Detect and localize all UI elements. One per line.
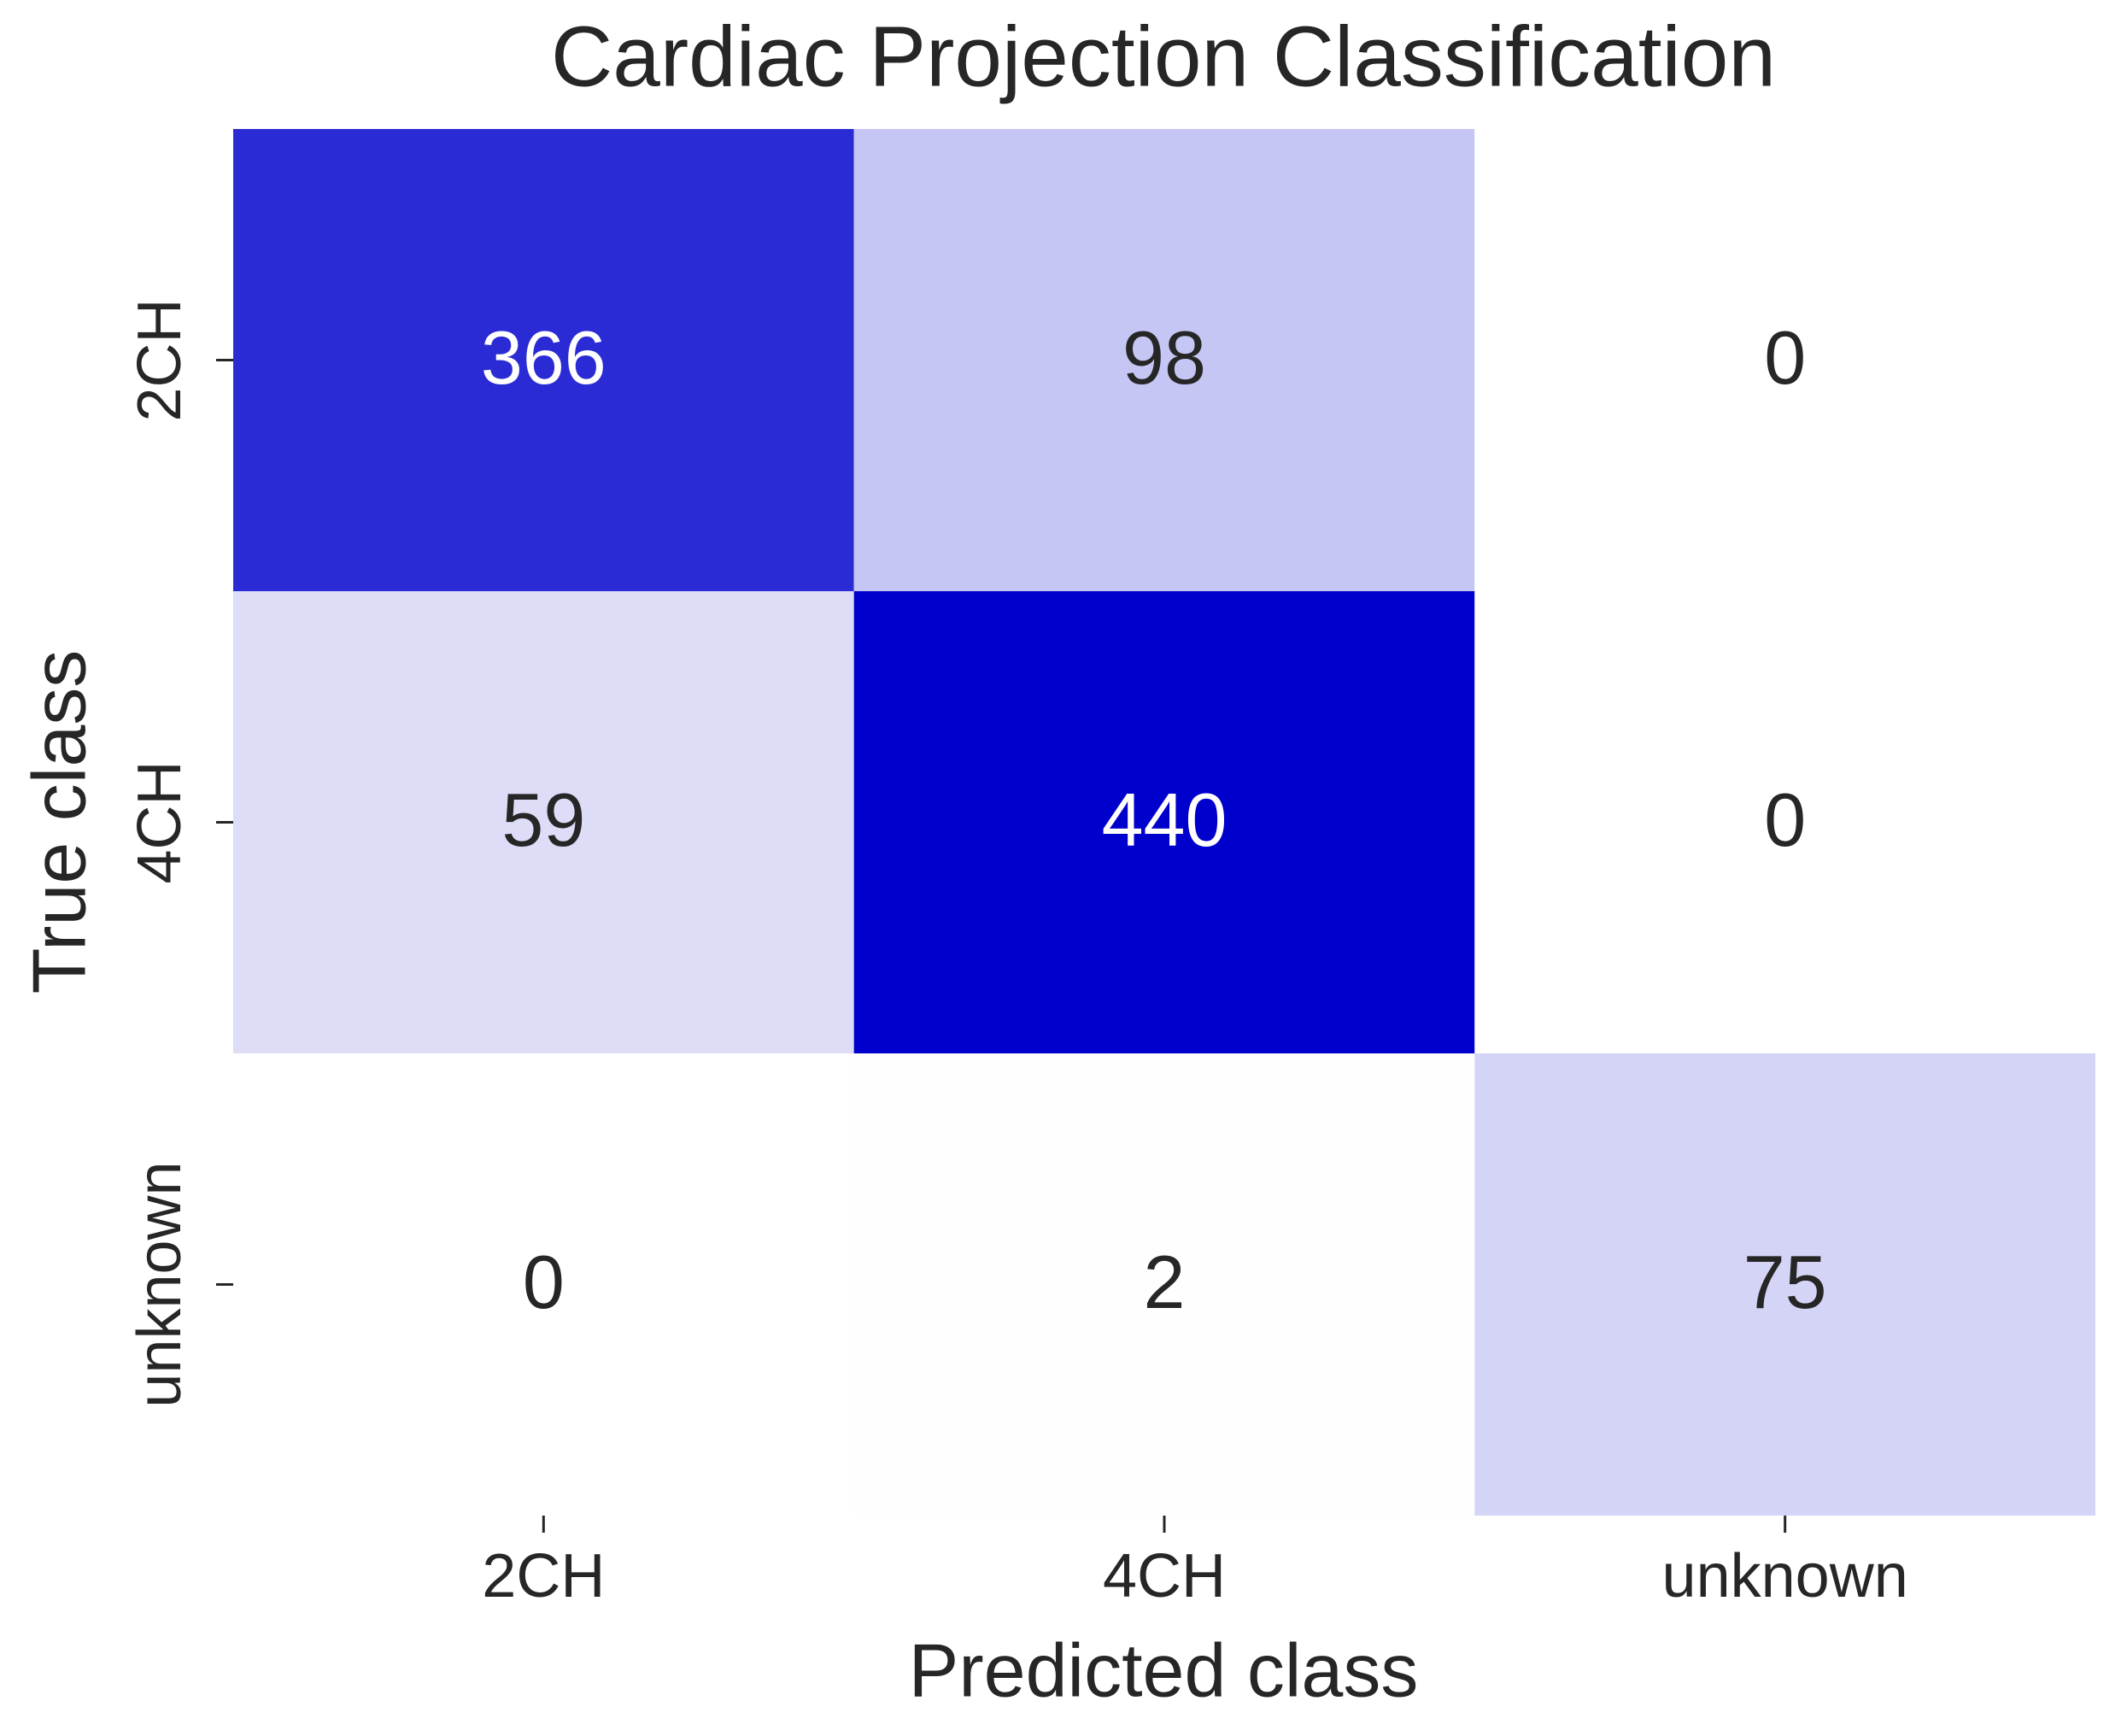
- heatmap-cell: [233, 591, 854, 1053]
- heatmap-cell: [853, 1053, 1475, 1516]
- cell-label: 0: [523, 1240, 565, 1324]
- cell-label: 440: [1102, 777, 1228, 862]
- x-tick-label: 4CH: [1103, 1542, 1226, 1610]
- heatmap-cell: [233, 1053, 854, 1516]
- heatmap-cell: [233, 129, 854, 591]
- y-axis-label: True class: [16, 650, 101, 994]
- cell-label: 98: [1122, 315, 1206, 400]
- x-axis-label: Predicted class: [909, 1628, 1419, 1712]
- y-tick-label: 4CH: [126, 760, 194, 883]
- heatmap-cell: [1474, 129, 2095, 591]
- x-tick-label: 2CH: [482, 1542, 605, 1610]
- chart-title: Cardiac Projection Classification: [551, 9, 1776, 104]
- heatmap-cell: [1474, 591, 2095, 1053]
- heatmap-cell: [853, 591, 1475, 1053]
- cell-label: 75: [1743, 1240, 1827, 1324]
- cell-label: 59: [501, 777, 585, 862]
- y-tick-label: 2CH: [126, 298, 194, 421]
- cell-label: 2: [1144, 1240, 1186, 1324]
- cell-label: 0: [1764, 315, 1806, 400]
- cell-label: 0: [1764, 777, 1806, 862]
- heatmap-cell: [853, 129, 1475, 591]
- cell-label: 366: [481, 315, 606, 400]
- x-tick-label: unknown: [1662, 1542, 1908, 1610]
- heatmap-cell: [1474, 1053, 2095, 1516]
- y-tick-label: unknown: [126, 1161, 194, 1407]
